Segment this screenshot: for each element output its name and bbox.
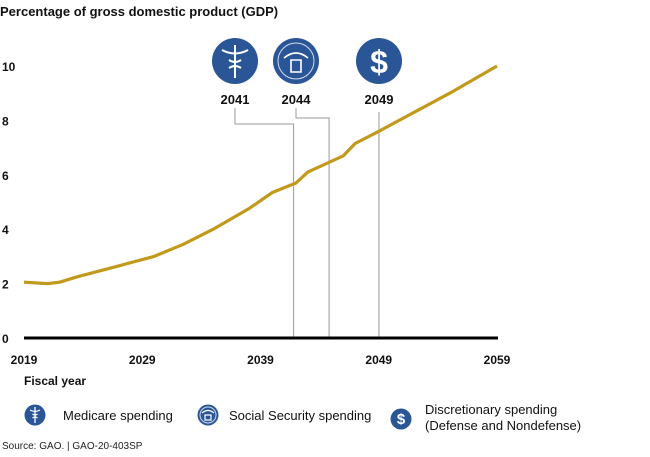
social-security-seal-icon [197, 404, 219, 426]
legend-label: Discretionary spending [425, 402, 558, 417]
annotation-year-label: 2041 [221, 92, 250, 107]
y-tick-label: 6 [2, 169, 9, 183]
legend-label: Medicare spending [63, 407, 173, 423]
legend-item-discretionary: $ Discretionary spending (Defense and No… [390, 402, 582, 434]
medicare-caduceus-icon [24, 404, 46, 426]
x-tick-label: 2039 [247, 353, 274, 367]
y-tick-label: 8 [2, 114, 9, 128]
x-tick-label: 2049 [365, 353, 392, 367]
caduceus-glyph [221, 45, 249, 78]
social-security-seal-icon [273, 38, 319, 84]
annotation-year-label: 2044 [282, 92, 312, 107]
svg-text:$: $ [397, 411, 406, 428]
y-tick-label: 0 [2, 332, 9, 346]
legend-label: Social Security spending [229, 407, 372, 423]
annotation-leader-line [234, 108, 295, 338]
dollar-sign-icon: $ [390, 408, 412, 430]
y-tick-label: 2 [2, 278, 9, 292]
chart-title: Percentage of gross domestic product (GD… [0, 4, 279, 19]
legend-item-medicare: Medicare spending [24, 404, 173, 426]
legend-item-social-security: Social Security spending [197, 404, 371, 426]
dollar-sign-icon [356, 38, 402, 84]
y-tick-label: 4 [2, 223, 9, 237]
y-tick-label: 10 [2, 60, 16, 74]
series-line [23, 64, 498, 286]
legend: Medicare spending Social Security spendi… [0, 402, 650, 438]
source-note: Source: GAO. | GAO-20-403SP [2, 441, 143, 452]
eagle-glyph [283, 52, 309, 73]
line-chart: 0 2 4 6 8 10 2019 2029 2039 2049 2059 Fiscal year 20… [2, 38, 511, 388]
legend-label-secondary: (Defense and Nondefense) [425, 418, 582, 433]
x-tick-label: 2029 [129, 353, 156, 367]
x-axis-label: Fiscal year [24, 374, 86, 388]
dollar-glyph: $ [370, 44, 388, 80]
seal-ring [277, 42, 315, 80]
x-tick-label: 2059 [484, 353, 511, 367]
annotation-year-label: 2049 [365, 92, 394, 107]
annotation-leader-line [295, 108, 330, 338]
x-tick-label: 2019 [11, 353, 38, 367]
